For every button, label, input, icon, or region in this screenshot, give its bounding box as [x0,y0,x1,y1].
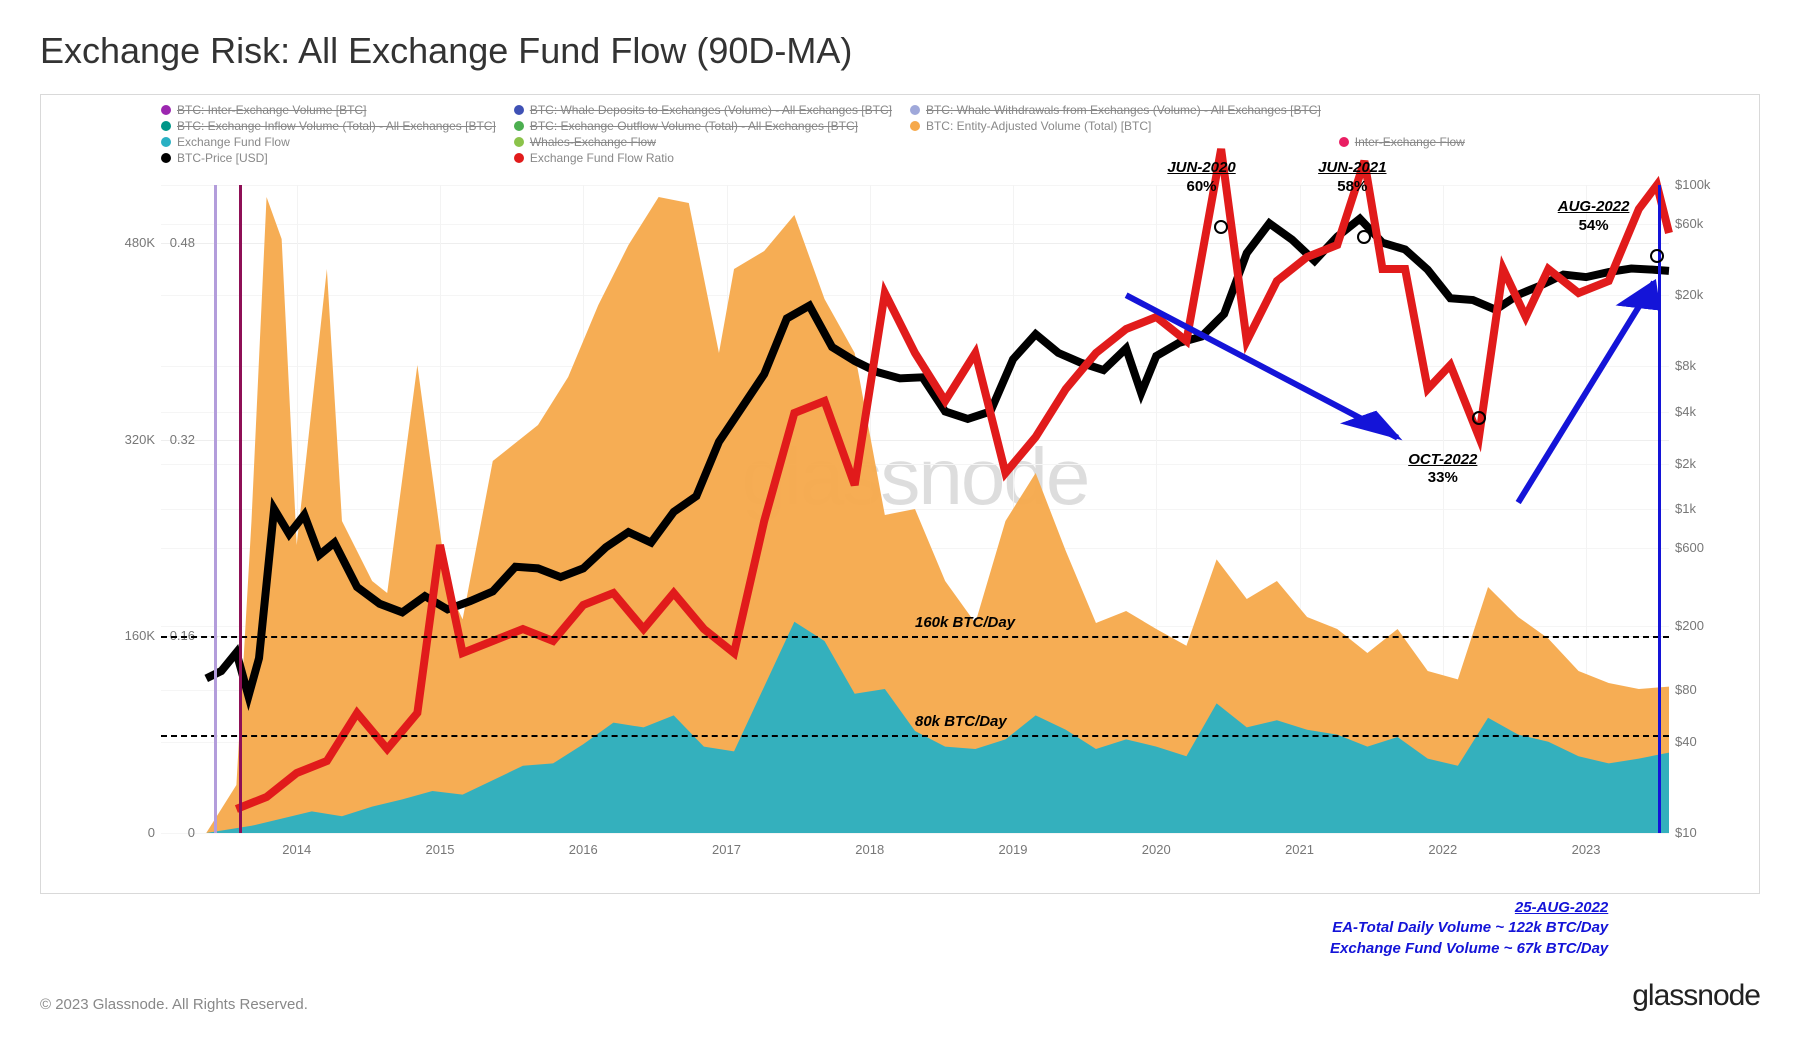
legend-swatch [1339,137,1349,147]
x-tick: 2015 [426,842,455,857]
vertical-marker [214,185,217,833]
annotation-head: JUN-2020 [1167,159,1235,178]
annotation-circle [1357,230,1371,244]
x-tick: 2022 [1428,842,1457,857]
reference-line [161,636,1669,638]
y-right-tick: $100k [1675,177,1727,192]
y-right-tick: $20k [1675,287,1727,302]
legend-swatch [514,153,524,163]
annotation: AUG-202254% [1558,198,1630,236]
legend-label: Whales-Exchange Flow [530,135,656,149]
annotation-circle [1650,249,1664,263]
trend-arrow [1518,282,1654,502]
y-right-tick: $1k [1675,501,1727,516]
legend-swatch [910,121,920,131]
legend-item[interactable]: BTC: Inter-Exchange Volume [BTC] [161,103,496,117]
copyright: © 2023 Glassnode. All Rights Reserved. [40,996,308,1013]
plot-area: glassnode 0160K320K480K00.160.320.48$10$… [161,185,1669,833]
legend-item[interactable]: Exchange Fund Flow [161,135,496,149]
annotation-value: 58% [1318,178,1386,197]
legend-label: BTC: Whale Withdrawals from Exchanges (V… [926,103,1321,117]
legend-item[interactable]: BTC: Exchange Inflow Volume (Total) - Al… [161,119,496,133]
vertical-marker [239,185,242,833]
reference-label: 80k BTC/Day [915,713,1007,730]
legend-item[interactable]: BTC: Whale Withdrawals from Exchanges (V… [910,103,1321,117]
legend-label: BTC: Exchange Inflow Volume (Total) - Al… [177,119,496,133]
callout-line-2: Exchange Fund Volume ~ 67k BTC/Day [1330,939,1608,959]
x-tick: 2014 [282,842,311,857]
x-tick: 2021 [1285,842,1314,857]
x-tick: 2016 [569,842,598,857]
annotation: OCT-202233% [1408,451,1477,489]
date-callout: 25-AUG-2022 EA-Total Daily Volume ~ 122k… [1330,898,1608,959]
y-right-tick: $60k [1675,216,1727,231]
legend-item[interactable]: Inter-Exchange Flow [1339,135,1669,149]
annotation-circle [1214,220,1228,234]
y-right-tick: $600 [1675,540,1727,555]
x-tick: 2019 [999,842,1028,857]
x-tick: 2017 [712,842,741,857]
legend-item[interactable] [1339,103,1669,117]
legend-swatch [514,137,524,147]
chart-frame: BTC: Inter-Exchange Volume [BTC] BTC: Wha… [40,94,1760,894]
legend-label: BTC: Entity-Adjusted Volume (Total) [BTC… [926,119,1151,133]
x-tick: 2023 [1572,842,1601,857]
legend-label: BTC: Whale Deposits to Exchanges (Volume… [530,103,892,117]
legend-label: BTC: Inter-Exchange Volume [BTC] [177,103,366,117]
legend-swatch [161,153,171,163]
legend-item[interactable]: BTC: Entity-Adjusted Volume (Total) [BTC… [910,119,1321,133]
annotation-circle [1472,411,1486,425]
legend-label: BTC: Exchange Outflow Volume (Total) - A… [530,119,858,133]
annotation: JUN-202060% [1167,159,1235,197]
legend-item[interactable]: Exchange Fund Flow Ratio [514,151,892,165]
legend-swatch [514,121,524,131]
annotation: JUN-202158% [1318,159,1386,197]
annotation-head: JUN-2021 [1318,159,1386,178]
legend-label: Exchange Fund Flow [177,135,290,149]
y-right-tick: $200 [1675,618,1727,633]
legend-item[interactable]: BTC-Price [USD] [161,151,496,165]
annotation-value: 54% [1558,217,1630,236]
y-right-tick: $4k [1675,404,1727,419]
annotation-value: 33% [1408,469,1477,488]
callout-date: 25-AUG-2022 [1330,898,1608,918]
y-right-tick: $2k [1675,456,1727,471]
grid-line [161,833,1669,834]
legend-item[interactable]: Whales-Exchange Flow [514,135,892,149]
chart-legend: BTC: Inter-Exchange Volume [BTC] BTC: Wha… [161,103,1669,165]
legend-swatch [910,105,920,115]
reference-label: 160k BTC/Day [915,614,1015,631]
annotation-head: OCT-2022 [1408,451,1477,470]
legend-item[interactable]: BTC: Exchange Outflow Volume (Total) - A… [514,119,892,133]
footer: © 2023 Glassnode. All Rights Reserved. g… [40,979,1760,1013]
chart-title: Exchange Risk: All Exchange Fund Flow (9… [40,30,1760,72]
legend-label: BTC-Price [USD] [177,151,268,165]
legend-swatch [514,105,524,115]
legend-swatch [161,137,171,147]
y-right-tick: $40 [1675,734,1727,749]
legend-swatch [161,105,171,115]
legend-label: Exchange Fund Flow Ratio [530,151,674,165]
y-right-tick: $10 [1675,825,1727,840]
legend-label: Inter-Exchange Flow [1355,135,1465,149]
reference-line [161,735,1669,737]
legend-item[interactable]: BTC: Whale Deposits to Exchanges (Volume… [514,103,892,117]
legend-item[interactable] [1339,119,1669,133]
annotation-value: 60% [1167,178,1235,197]
y-right-tick: $8k [1675,358,1727,373]
callout-line-1: EA-Total Daily Volume ~ 122k BTC/Day [1330,918,1608,938]
y-right-tick: $80 [1675,682,1727,697]
annotation-head: AUG-2022 [1558,198,1630,217]
x-tick: 2020 [1142,842,1171,857]
brand-logo: glassnode [1632,979,1760,1013]
x-tick: 2018 [855,842,884,857]
legend-swatch [161,121,171,131]
vertical-marker [1658,185,1661,833]
